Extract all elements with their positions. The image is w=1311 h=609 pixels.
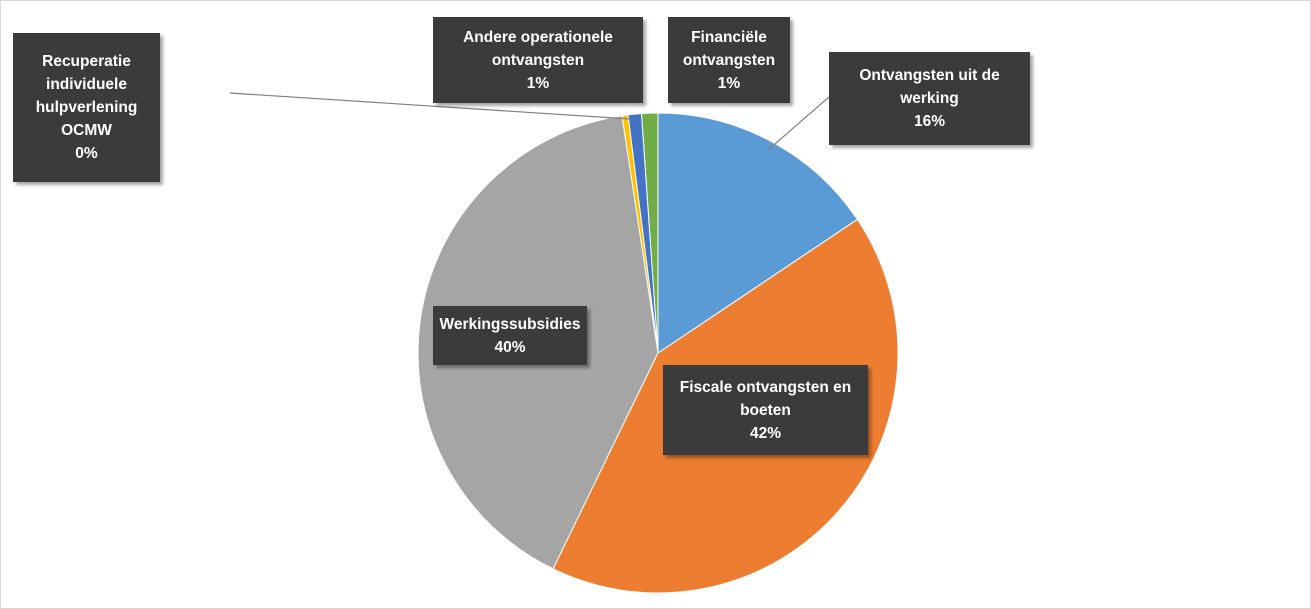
leader-line: [229, 92, 631, 120]
data-label: Fiscale ontvangsten en boeten 42%: [663, 365, 868, 455]
label-name: Andere operationele ontvangsten: [463, 28, 613, 69]
label-value: 1%: [526, 74, 550, 92]
data-label: Financiële ontvangsten 1%: [668, 17, 790, 103]
label-name: Fiscale ontvangsten en boeten: [679, 378, 852, 419]
data-label: Andere operationele ontvangsten 1%: [433, 17, 643, 103]
label-name: Recuperatie individuele hulpverlening OC…: [35, 53, 138, 139]
leader-line: [767, 96, 830, 151]
label-value: 1%: [717, 74, 741, 92]
label-value: 40%: [494, 338, 526, 356]
data-label: Recuperatie individuele hulpverlening OC…: [13, 33, 160, 182]
pie-slice: [657, 112, 859, 354]
label-value: 0%: [75, 145, 98, 162]
label-name: Werkingssubsidies: [439, 315, 581, 333]
data-label: Werkingssubsidies 40%: [433, 306, 587, 365]
label-value: 16%: [913, 113, 946, 130]
data-label: Ontvangsten uit de werking 16%: [829, 52, 1030, 145]
label-value: 42%: [749, 424, 782, 442]
label-name: Financiële ontvangsten: [682, 28, 776, 69]
label-name: Ontvangsten uit de werking: [859, 67, 1000, 107]
